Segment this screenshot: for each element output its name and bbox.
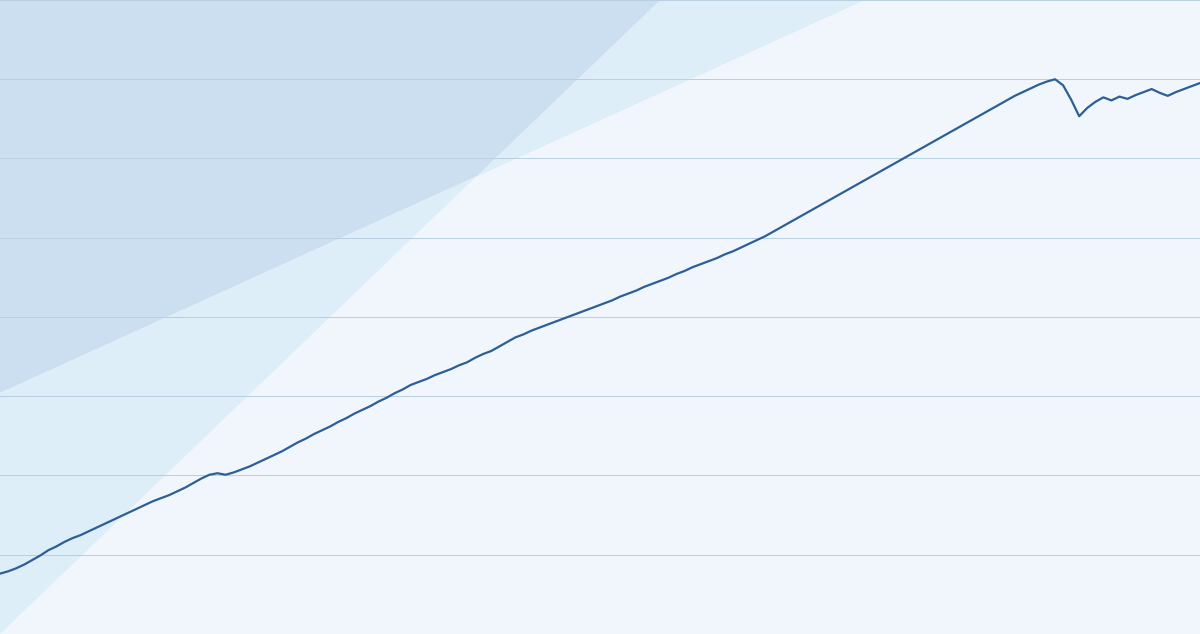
- Polygon shape: [0, 0, 864, 634]
- Polygon shape: [0, 0, 864, 393]
